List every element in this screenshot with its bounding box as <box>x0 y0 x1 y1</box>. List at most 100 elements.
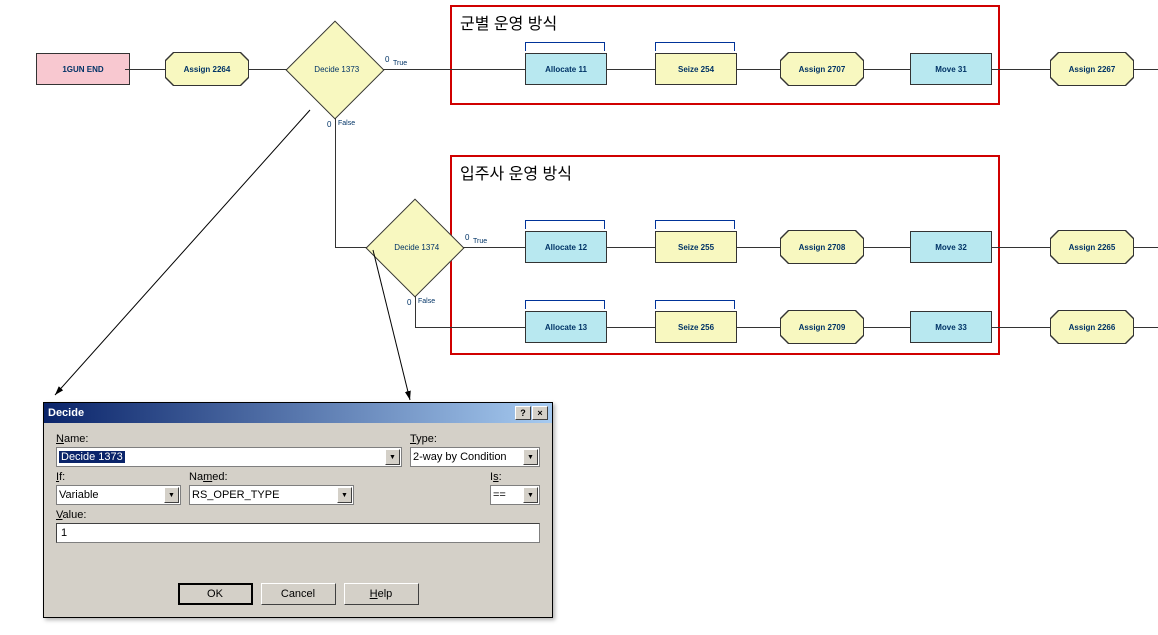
ok-button[interactable]: OK <box>178 583 253 605</box>
is-value: == <box>493 489 506 501</box>
if-value: Variable <box>59 489 99 501</box>
connector <box>415 327 525 328</box>
connector <box>737 327 780 328</box>
connector <box>864 69 910 70</box>
connector <box>737 69 780 70</box>
value-input[interactable] <box>56 523 540 543</box>
cancel-button[interactable]: Cancel <box>261 583 336 605</box>
assign-2266-label: Assign 2266 <box>1069 323 1116 332</box>
queue-marker <box>525 42 605 50</box>
seize-255[interactable]: Seize 255 <box>655 231 737 263</box>
named-value: RS_OPER_TYPE <box>192 489 279 501</box>
move-32-label: Move 32 <box>935 243 967 252</box>
seize-256[interactable]: Seize 256 <box>655 311 737 343</box>
assign-2708-label: Assign 2708 <box>799 243 846 252</box>
seize-256-label: Seize 256 <box>678 323 714 332</box>
help-button[interactable]: Help <box>344 583 419 605</box>
is-label: Is: <box>490 471 540 483</box>
connector <box>463 247 525 248</box>
connector <box>383 69 525 70</box>
type-value: 2-way by Condition <box>413 451 507 463</box>
dialog-titlebar[interactable]: Decide ? × <box>44 403 552 423</box>
start-label: 1GUN END <box>62 65 103 74</box>
decide-dialog: Decide ? × Name: Decide 1373 ▼ Type: <box>43 402 553 618</box>
assign-2708[interactable]: Assign 2708 <box>780 230 864 264</box>
assign-2709-label: Assign 2709 <box>799 323 846 332</box>
connector <box>1134 327 1158 328</box>
false-label: False <box>338 120 355 127</box>
if-select[interactable]: Variable ▼ <box>56 485 181 505</box>
connector <box>335 118 336 248</box>
connector <box>1134 69 1158 70</box>
connector <box>249 69 287 70</box>
move-32[interactable]: Move 32 <box>910 231 992 263</box>
assign-2265[interactable]: Assign 2265 <box>1050 230 1134 264</box>
connector <box>864 247 910 248</box>
flowchart-canvas: 군별 운영 방식 입주사 운영 방식 1GUN END Assign 2264 … <box>0 0 1158 635</box>
seize-254[interactable]: Seize 254 <box>655 53 737 85</box>
decide-1373[interactable]: Decide 1373 <box>286 21 385 120</box>
help-icon[interactable]: ? <box>515 406 531 420</box>
connector <box>607 247 655 248</box>
named-label: Named: <box>189 471 354 483</box>
assign-2707-label: Assign 2707 <box>799 65 846 74</box>
seize-254-label: Seize 254 <box>678 65 714 74</box>
seize-255-label: Seize 255 <box>678 243 714 252</box>
allocate-11[interactable]: Allocate 11 <box>525 53 607 85</box>
assign-2264[interactable]: Assign 2264 <box>165 52 249 86</box>
connector <box>992 247 1050 248</box>
move-33-label: Move 33 <box>935 323 967 332</box>
zero-label: 0 <box>385 55 389 64</box>
start-block[interactable]: 1GUN END <box>42 53 124 85</box>
connector <box>125 69 165 70</box>
assign-2264-label: Assign 2264 <box>184 65 231 74</box>
move-33[interactable]: Move 33 <box>910 311 992 343</box>
zero-label: 0 <box>327 120 331 129</box>
false-label: False <box>418 298 435 305</box>
chevron-down-icon: ▼ <box>385 449 400 465</box>
zero-label: 0 <box>407 298 411 307</box>
assign-2266[interactable]: Assign 2266 <box>1050 310 1134 344</box>
move-31-label: Move 31 <box>935 65 967 74</box>
connector <box>607 69 655 70</box>
assign-2709[interactable]: Assign 2709 <box>780 310 864 344</box>
name-select[interactable]: Decide 1373 ▼ <box>56 447 402 467</box>
connector <box>335 247 367 248</box>
allocate-13-label: Allocate 13 <box>545 323 587 332</box>
if-label: If: <box>56 471 181 483</box>
name-value: Decide 1373 <box>59 451 125 463</box>
true-label: True <box>473 238 487 245</box>
named-select[interactable]: RS_OPER_TYPE ▼ <box>189 485 354 505</box>
queue-marker <box>655 300 735 308</box>
queue-marker <box>525 220 605 228</box>
move-31[interactable]: Move 31 <box>910 53 992 85</box>
connector <box>607 327 655 328</box>
type-select[interactable]: 2-way by Condition ▼ <box>410 447 540 467</box>
close-icon[interactable]: × <box>532 406 548 420</box>
connector <box>737 247 780 248</box>
dialog-title: Decide <box>48 407 84 419</box>
chevron-down-icon: ▼ <box>164 487 179 503</box>
assign-2265-label: Assign 2265 <box>1069 243 1116 252</box>
value-label: Value: <box>56 509 540 521</box>
decide-1374-label: Decide 1374 <box>382 243 452 252</box>
assign-2267[interactable]: Assign 2267 <box>1050 52 1134 86</box>
is-select[interactable]: == ▼ <box>490 485 540 505</box>
true-label: True <box>393 60 407 67</box>
connector <box>864 327 910 328</box>
decide-1373-label: Decide 1373 <box>302 65 372 74</box>
allocate-12[interactable]: Allocate 12 <box>525 231 607 263</box>
connector <box>992 327 1050 328</box>
allocate-12-label: Allocate 12 <box>545 243 587 252</box>
type-label: Type: <box>410 433 540 445</box>
queue-marker <box>655 220 735 228</box>
chevron-down-icon: ▼ <box>337 487 352 503</box>
connector <box>992 69 1050 70</box>
name-label: Name: <box>56 433 402 445</box>
allocate-13[interactable]: Allocate 13 <box>525 311 607 343</box>
assign-2707[interactable]: Assign 2707 <box>780 52 864 86</box>
assign-2267-label: Assign 2267 <box>1069 65 1116 74</box>
connector <box>415 296 416 327</box>
queue-marker <box>655 42 735 50</box>
connector <box>1134 247 1158 248</box>
